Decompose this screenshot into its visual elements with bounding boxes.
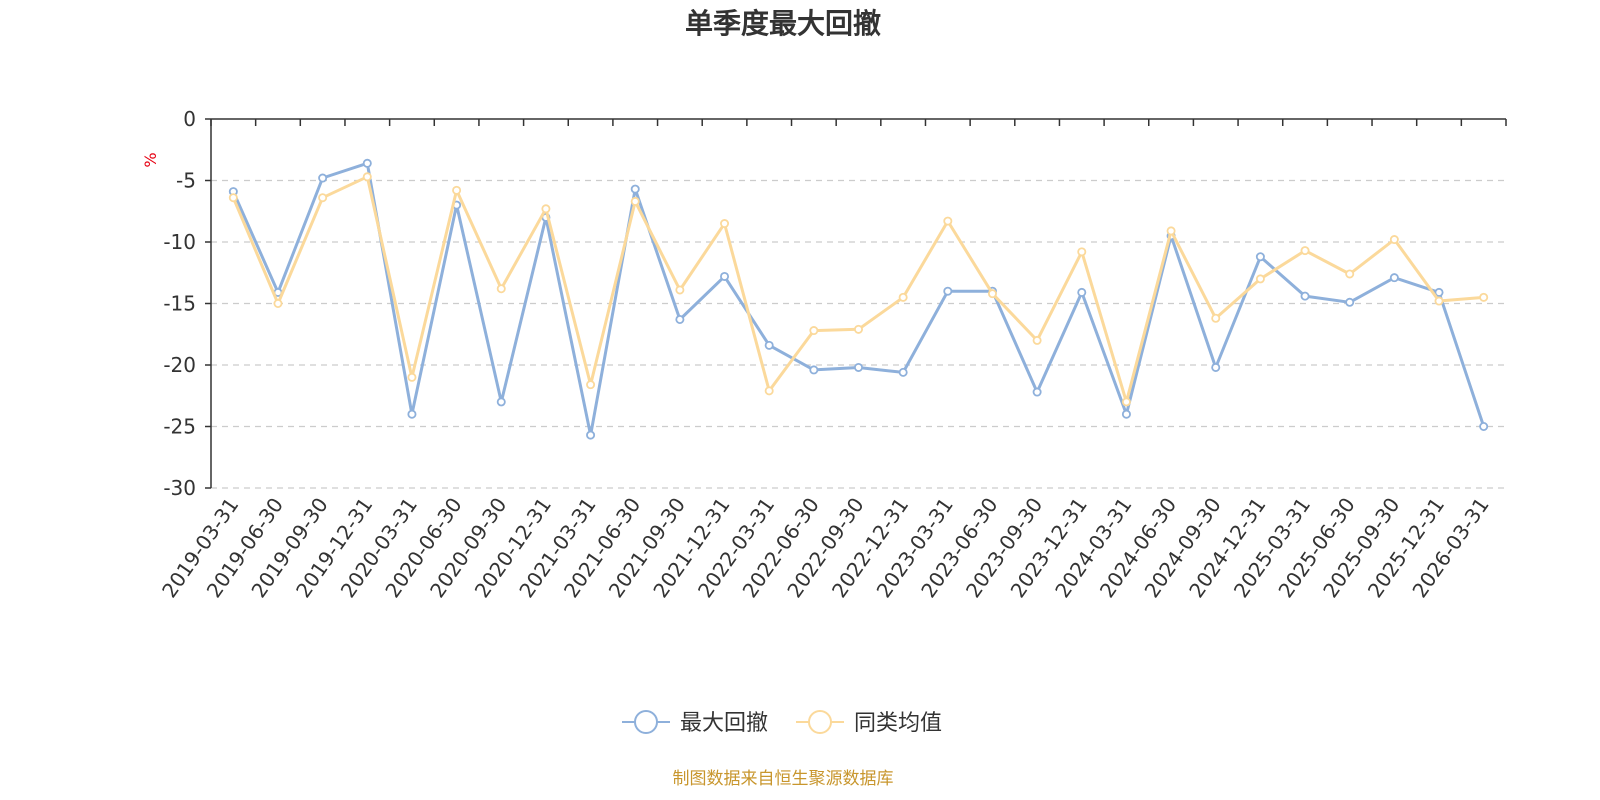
data-point[interactable] <box>273 298 283 308</box>
data-point[interactable] <box>1479 421 1489 431</box>
data-point[interactable] <box>362 158 372 168</box>
data-point[interactable] <box>1211 362 1221 372</box>
data-point[interactable] <box>1300 246 1310 256</box>
data-point[interactable] <box>362 172 372 182</box>
data-point[interactable] <box>1345 297 1355 307</box>
data-point[interactable] <box>586 430 596 440</box>
data-point[interactable] <box>1121 397 1131 407</box>
series-line <box>231 161 1486 437</box>
legend[interactable]: 最大回撤 同类均值 <box>622 710 942 736</box>
data-point[interactable] <box>943 216 953 226</box>
data-point[interactable] <box>675 314 685 324</box>
y-tick-labels: 0 -5 -10 -15 -20 -25 -30 <box>163 107 196 500</box>
data-point[interactable] <box>1300 291 1310 301</box>
x-tick-labels: 2019-03-312019-06-302019-09-302019-12-31… <box>157 493 1494 602</box>
data-point[interactable] <box>675 285 685 295</box>
y-tick-label: -10 <box>163 230 196 254</box>
data-point[interactable] <box>496 397 506 407</box>
data-point[interactable] <box>318 173 328 183</box>
legend-item[interactable]: 同类均值 <box>796 710 942 736</box>
data-point[interactable] <box>630 196 640 206</box>
y-tick-label: -15 <box>163 292 196 316</box>
data-point[interactable] <box>1032 387 1042 397</box>
data-point[interactable] <box>318 193 328 203</box>
source-note: 制图数据来自恒生聚源数据库 <box>673 769 894 789</box>
data-point[interactable] <box>496 284 506 294</box>
legend-item[interactable]: 最大回撤 <box>622 710 768 736</box>
data-point[interactable] <box>720 219 730 229</box>
data-point[interactable] <box>452 185 462 195</box>
series-1 <box>228 158 1489 440</box>
data-point[interactable] <box>1166 226 1176 236</box>
legend-marker-icon <box>634 710 658 734</box>
data-point[interactable] <box>764 340 774 350</box>
data-point[interactable] <box>854 324 864 334</box>
data-point[interactable] <box>1389 273 1399 283</box>
series-2 <box>228 172 1489 407</box>
data-point[interactable] <box>1077 247 1087 257</box>
data-point[interactable] <box>1121 409 1131 419</box>
data-point[interactable] <box>764 386 774 396</box>
data-point[interactable] <box>630 184 640 194</box>
data-point[interactable] <box>1434 296 1444 306</box>
data-point[interactable] <box>1255 252 1265 262</box>
data-point[interactable] <box>586 380 596 390</box>
y-tick-label: 0 <box>183 107 196 131</box>
data-point[interactable] <box>943 286 953 296</box>
data-point[interactable] <box>1345 269 1355 279</box>
data-point[interactable] <box>1077 287 1087 297</box>
data-point[interactable] <box>1479 292 1489 302</box>
data-point[interactable] <box>541 204 551 214</box>
data-point[interactable] <box>898 367 908 377</box>
series-layer <box>228 158 1489 440</box>
data-point[interactable] <box>1389 235 1399 245</box>
data-point[interactable] <box>228 193 238 203</box>
data-point[interactable] <box>1211 313 1221 323</box>
data-point[interactable] <box>809 326 819 336</box>
data-point[interactable] <box>898 292 908 302</box>
grid-lines <box>211 179 1506 489</box>
legend-label: 同类均值 <box>854 711 942 736</box>
data-point[interactable] <box>1255 274 1265 284</box>
data-point[interactable] <box>1434 287 1444 297</box>
y-tick-label: -25 <box>163 415 196 439</box>
y-tick-label: -20 <box>163 353 196 377</box>
y-axis-unit: % <box>141 152 160 167</box>
legend-label: 最大回撤 <box>680 711 768 736</box>
data-point[interactable] <box>854 362 864 372</box>
axes <box>205 118 1507 489</box>
data-point[interactable] <box>407 372 417 382</box>
data-point[interactable] <box>809 365 819 375</box>
chart-title: 单季度最大回撤 <box>685 7 881 40</box>
data-point[interactable] <box>1032 335 1042 345</box>
y-tick-label: -5 <box>176 169 196 193</box>
y-tick-label: -30 <box>163 476 196 500</box>
data-point[interactable] <box>987 289 997 299</box>
data-point[interactable] <box>407 409 417 419</box>
legend-marker-icon <box>808 710 832 734</box>
data-point[interactable] <box>720 271 730 281</box>
